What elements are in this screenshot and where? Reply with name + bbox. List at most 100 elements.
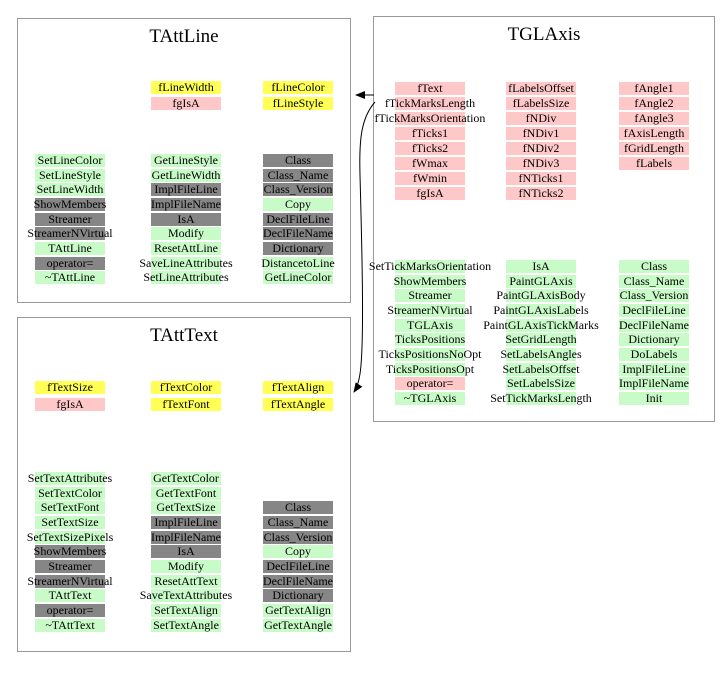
member-item[interactable]: fNTicks2: [466, 186, 616, 201]
method-item[interactable]: ~TAttLine: [0, 270, 145, 286]
method-item[interactable]: Class_Name: [223, 167, 373, 183]
method-item[interactable]: operator=: [0, 603, 145, 618]
method-label: operator=: [406, 376, 454, 391]
method-item[interactable]: DeclFileLine: [579, 303, 723, 318]
method-item[interactable]: SetTextColor: [0, 485, 145, 501]
method-item[interactable]: ImplFileLine: [579, 361, 723, 377]
member-label: fgIsA: [172, 95, 200, 110]
class-title-tatttext[interactable]: TAttText: [150, 325, 218, 346]
member-label: fLabels: [636, 156, 672, 170]
method-item[interactable]: Class_Version: [223, 529, 373, 545]
member-item[interactable]: fAngle2: [579, 96, 723, 111]
member-item[interactable]: fNDiv: [466, 111, 616, 126]
member-item[interactable]: fTextAlign: [223, 379, 373, 396]
method-item[interactable]: SetLineWidth: [0, 182, 145, 198]
method-item[interactable]: StreamerNVirtual: [0, 226, 145, 242]
method-item[interactable]: SetLabelsSize: [466, 376, 616, 392]
member-item[interactable]: fLabelsSize: [466, 96, 616, 111]
method-item[interactable]: Streamer: [0, 211, 145, 227]
method-item[interactable]: DeclFileName: [223, 226, 373, 242]
method-item[interactable]: SetLineStyle: [0, 167, 145, 183]
method-label: Streamer: [48, 211, 92, 226]
method-item[interactable]: StreamerNVirtual: [0, 573, 145, 589]
method-item[interactable]: GetLineColor: [223, 270, 373, 286]
method-item[interactable]: PaintGLAxisBody: [466, 288, 616, 304]
member-item[interactable]: fLabelsOffset: [466, 81, 616, 96]
member-item[interactable]: fNDiv3: [466, 156, 616, 171]
method-item[interactable]: ShowMembers: [0, 544, 145, 560]
method-item[interactable]: Class: [223, 153, 373, 168]
method-item[interactable]: DeclFileLine: [223, 559, 373, 574]
member-item[interactable]: fAngle1: [579, 81, 723, 96]
method-item[interactable]: Dictionary: [223, 588, 373, 604]
member-label: fAngle2: [634, 96, 674, 110]
member-item[interactable]: fNTicks1: [466, 171, 616, 186]
method-item[interactable]: operator=: [0, 255, 145, 271]
method-item[interactable]: DeclFileLine: [223, 211, 373, 227]
class-title-tglaxis[interactable]: TGLAxis: [507, 24, 581, 45]
method-item[interactable]: DoLabels: [579, 347, 723, 362]
method-item[interactable]: DeclFileName: [223, 573, 373, 589]
method-item[interactable]: SetTextSize: [0, 515, 145, 530]
method-item[interactable]: Copy: [223, 197, 373, 212]
member-item[interactable]: fTextSize: [0, 379, 145, 396]
method-item[interactable]: SetLabelsAngles: [466, 347, 616, 362]
member-label: fTicks2: [411, 141, 449, 155]
method-item[interactable]: DeclFileName: [579, 317, 723, 333]
method-item[interactable]: ~TAttText: [0, 617, 145, 633]
method-item[interactable]: TAttLine: [0, 241, 145, 256]
member-item[interactable]: fNDiv2: [466, 141, 616, 156]
method-item[interactable]: Class_Name: [223, 515, 373, 530]
method-label: ImplFileName: [151, 529, 221, 544]
method-label: ~TAttText: [45, 617, 95, 632]
method-item[interactable]: IsA: [466, 259, 616, 274]
method-label: Class_Name: [267, 167, 329, 182]
member-item[interactable]: fLineColor: [223, 80, 373, 96]
member-item[interactable]: fgIsA: [0, 396, 145, 413]
method-item[interactable]: SetTickMarksLength: [466, 391, 616, 406]
method-label: Class_Version: [263, 529, 333, 544]
member-item[interactable]: fLineStyle: [223, 95, 373, 111]
method-item[interactable]: PaintGLAxisTickMarks: [466, 317, 616, 333]
method-item[interactable]: GetTextColor: [111, 471, 261, 486]
method-item[interactable]: Class: [579, 259, 723, 274]
method-item[interactable]: Init: [579, 391, 723, 406]
method-item[interactable]: SetTextAttributes: [0, 471, 145, 486]
method-item[interactable]: GetTextFont: [111, 485, 261, 501]
method-item[interactable]: SetLabelsOffset: [466, 361, 616, 377]
method-item[interactable]: Class_Version: [223, 182, 373, 198]
method-item[interactable]: SetTextFont: [0, 500, 145, 516]
method-item[interactable]: SetGridLength: [466, 332, 616, 348]
method-item[interactable]: Dictionary: [579, 332, 723, 348]
method-item[interactable]: SetTextSizePixels: [0, 529, 145, 545]
method-label: ~TAttLine: [44, 270, 96, 285]
method-label: ImplFileName: [619, 376, 689, 391]
member-item[interactable]: fGridLength: [579, 141, 723, 156]
method-item[interactable]: DistancetoLine: [223, 255, 373, 271]
method-label: SetTextSize: [41, 514, 99, 529]
method-item[interactable]: PaintGLAxis: [466, 273, 616, 289]
method-label: Class: [640, 258, 667, 273]
member-item[interactable]: fNDiv1: [466, 126, 616, 141]
member-item[interactable]: fAxisLength: [579, 126, 723, 141]
method-item[interactable]: Copy: [223, 544, 373, 560]
method-item[interactable]: SetLineColor: [0, 153, 145, 168]
method-label: PaintGLAxisTickMarks: [483, 317, 599, 332]
method-item[interactable]: TAttText: [0, 588, 145, 604]
method-item[interactable]: GetTextAngle: [223, 617, 373, 633]
method-item[interactable]: Dictionary: [223, 241, 373, 256]
method-item[interactable]: Streamer: [0, 559, 145, 574]
method-item[interactable]: PaintGLAxisLabels: [466, 303, 616, 318]
method-item[interactable]: ImplFileName: [579, 376, 723, 392]
method-item[interactable]: GetTextAlign: [223, 603, 373, 618]
class-title-tattline[interactable]: TAttLine: [149, 26, 219, 47]
method-label: SetTextAttributes: [27, 470, 113, 485]
method-item[interactable]: Class: [223, 500, 373, 516]
method-item[interactable]: ShowMembers: [0, 197, 145, 212]
member-item[interactable]: fTextAngle: [223, 396, 373, 413]
member-item[interactable]: fAngle3: [579, 111, 723, 126]
member-item[interactable]: fLabels: [579, 156, 723, 171]
member-label: fLineWidth: [158, 80, 214, 95]
method-item[interactable]: Class_Name: [579, 273, 723, 289]
method-item[interactable]: Class_Version: [579, 288, 723, 304]
